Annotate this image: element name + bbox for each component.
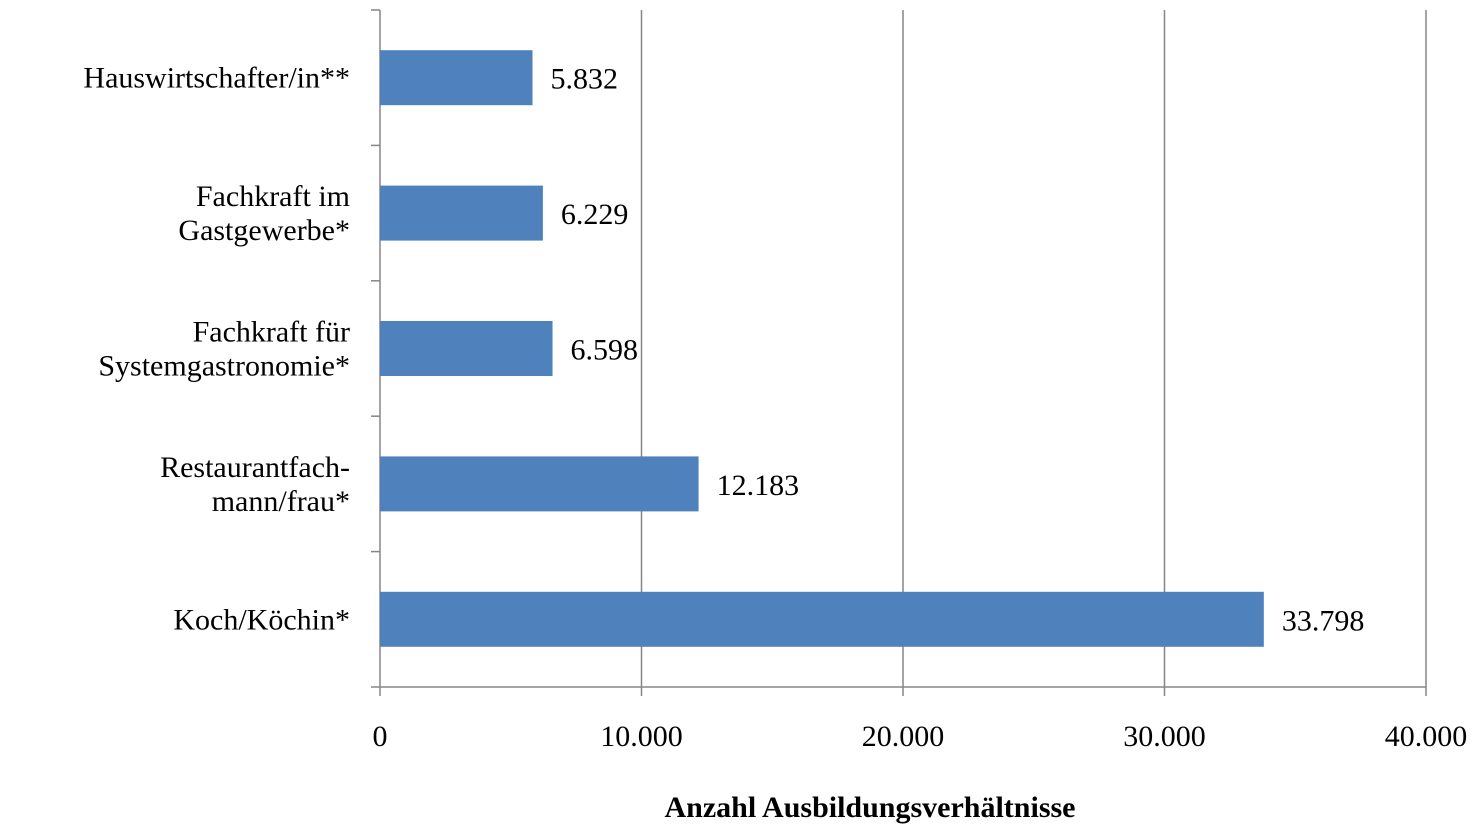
category-label: Koch/Köchin* bbox=[173, 603, 350, 636]
x-axis-title: Anzahl Ausbildungsverhältnisse bbox=[665, 791, 1076, 824]
bar bbox=[380, 50, 533, 106]
data-label: 5.832 bbox=[551, 63, 619, 96]
bar bbox=[380, 591, 1264, 647]
bars bbox=[380, 50, 1264, 647]
data-label: 33.798 bbox=[1282, 604, 1365, 637]
data-labels: 5.832 6.229 6.598 12.183 33.798 bbox=[551, 63, 1365, 638]
bar bbox=[380, 456, 699, 512]
x-tick-label: 0 bbox=[373, 720, 388, 753]
x-tick-labels: 0 10.000 20.000 30.000 40.000 bbox=[373, 720, 1468, 753]
category-label: Restaurantfach-mann/frau* bbox=[160, 451, 350, 518]
category-label: Fachkraft im Gastgewerbe* bbox=[178, 180, 350, 247]
category-label: Fachkraft für Systemgastronomie* bbox=[98, 316, 350, 383]
bar bbox=[380, 185, 543, 241]
gridlines bbox=[640, 10, 1427, 687]
category-label: Hauswirtschafter/in** bbox=[83, 62, 350, 95]
data-label: 6.598 bbox=[571, 334, 639, 367]
x-tick-label: 10.000 bbox=[600, 720, 683, 753]
category-labels: Hauswirtschafter/in** Fachkraft im Gastgew… bbox=[83, 62, 350, 637]
x-tick-label: 20.000 bbox=[862, 720, 945, 753]
bar bbox=[380, 321, 553, 376]
data-label: 6.229 bbox=[561, 198, 629, 231]
data-label: 12.183 bbox=[717, 469, 800, 502]
x-tick-label: 40.000 bbox=[1385, 720, 1468, 753]
x-tick-label: 30.000 bbox=[1123, 720, 1206, 753]
